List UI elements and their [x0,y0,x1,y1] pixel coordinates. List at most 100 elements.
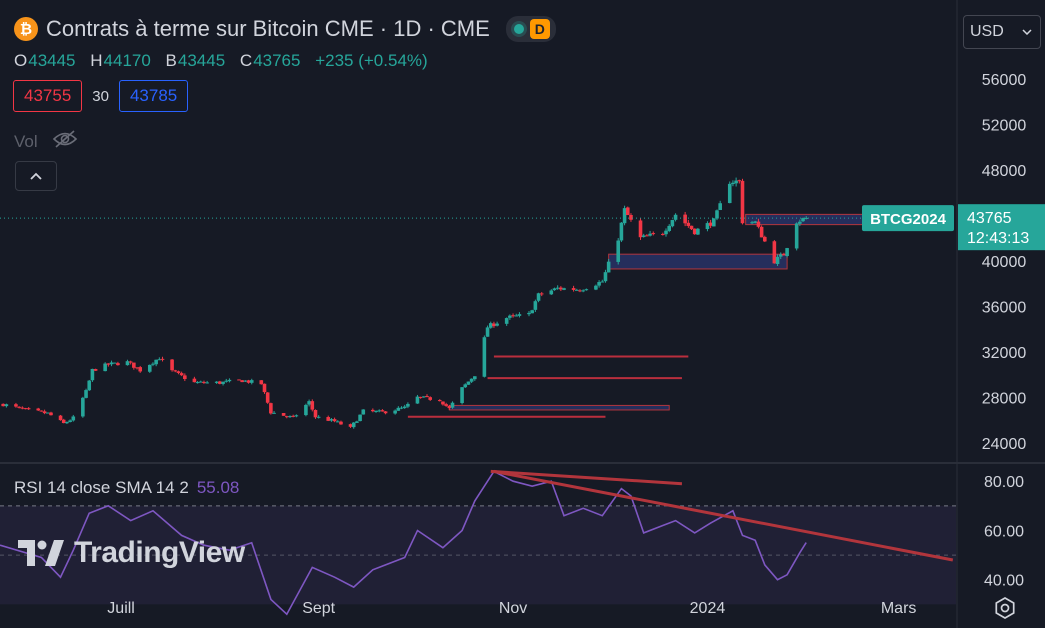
ohlc-legend: O43445 H44170 B43445 C43765 +235 (+0.54%… [14,51,438,71]
candle-body [504,318,509,324]
candle-body [444,404,448,406]
candle-body [173,370,178,372]
spread-value: 30 [92,87,109,105]
candle-body [58,415,63,421]
gear-icon [995,597,1015,619]
candle-body [731,182,735,185]
market-status[interactable]: D [505,16,556,42]
candle-body [112,362,117,364]
candle-body [374,410,378,412]
candle-body [20,407,25,409]
candle-body [715,210,719,219]
candle-body [160,358,165,360]
symbol-title[interactable]: Contrats à terme sur Bitcoin CME · 1D · … [46,16,490,41]
candle-body [450,402,455,408]
candle-body [473,376,477,380]
rsi-band [0,505,956,605]
candle-body [492,323,496,327]
open-value: 43445 [28,51,76,70]
candle-body [406,403,410,407]
candle-body [648,233,652,236]
currency-select[interactable]: USD [963,15,1041,49]
candle-body [36,408,41,411]
price-tick-label: 32000 [982,345,1027,362]
candle-body [355,421,359,423]
candle-body [759,226,764,238]
rsi-tick-label: 80.00 [984,474,1024,491]
candle-body [606,261,611,273]
candle-body [157,359,162,361]
rsi-legend[interactable]: RSI 14 close SMA 14 2 55.08 [14,478,239,498]
candle-body [332,419,337,422]
candle-body [116,363,120,366]
candle-body [798,221,802,224]
rsi-trendline-0 [490,469,683,486]
price-tick-label: 24000 [982,436,1027,453]
candle-body [689,225,694,230]
candle-body [294,415,299,417]
candle-body [288,416,292,418]
zone-rect-1 [608,253,788,270]
candle-body [712,218,716,227]
chart-settings-button[interactable] [992,595,1018,621]
candle-body [708,222,713,226]
collapse-legend-button[interactable] [15,161,57,191]
rsi-trendline-1 [493,469,954,562]
candle-body [61,419,66,424]
candle-body [581,290,585,292]
close-label: C [239,51,253,70]
candle-body [179,373,184,376]
candle-body [539,293,544,295]
candle-body [304,404,308,416]
candle-body [339,421,343,425]
candle-body [316,416,321,418]
candle-body [559,287,563,290]
candle-body [147,364,152,372]
buy-button[interactable]: 43785 [118,80,189,112]
candle-body [351,422,356,428]
time-axis-label: 2024 [690,600,726,617]
candle-body [508,315,512,318]
candle-body [482,337,487,377]
last-price-badge [958,204,1045,251]
price-tick-label: 56000 [982,72,1027,89]
candle-body [763,236,767,242]
candle-body [495,323,499,326]
candle-body [103,363,107,372]
candle-body [782,254,786,256]
price-tick-label: 36000 [982,299,1027,316]
candle-body [667,225,671,231]
candle-body [514,315,519,317]
price-tick-label: 48000 [982,163,1027,180]
candle-body [625,207,630,216]
quote-panel: 43755 30 43785 [13,80,189,112]
chart-header: ₿ Contrats à terme sur Bitcoin CME · 1D … [14,16,556,42]
candle-body [485,327,490,337]
candle-body [227,379,232,382]
delayed-badge: D [529,19,550,39]
volume-legend[interactable]: Vol [14,129,78,154]
currency-value: USD [970,23,1004,40]
candle-body [132,362,136,368]
sell-button[interactable]: 43755 [13,80,83,112]
zone-rect-2 [448,404,670,411]
eye-off-icon[interactable] [52,129,78,154]
candle-body [396,407,401,411]
candle-body [358,414,362,422]
candle-body [87,380,92,391]
volume-label: Vol [14,131,38,151]
candle-body [198,381,203,383]
candle-body [265,392,270,403]
candle-body [269,403,273,414]
candle-body [246,380,251,383]
candle-body [224,380,229,382]
candle-body [727,183,732,204]
candle-body [778,254,783,257]
candle-body [335,421,340,423]
candle-body [399,407,404,409]
time-axis-label: Sept [302,600,335,617]
candle-body [329,419,334,421]
candle-body [192,378,197,383]
candle-body [530,310,534,314]
